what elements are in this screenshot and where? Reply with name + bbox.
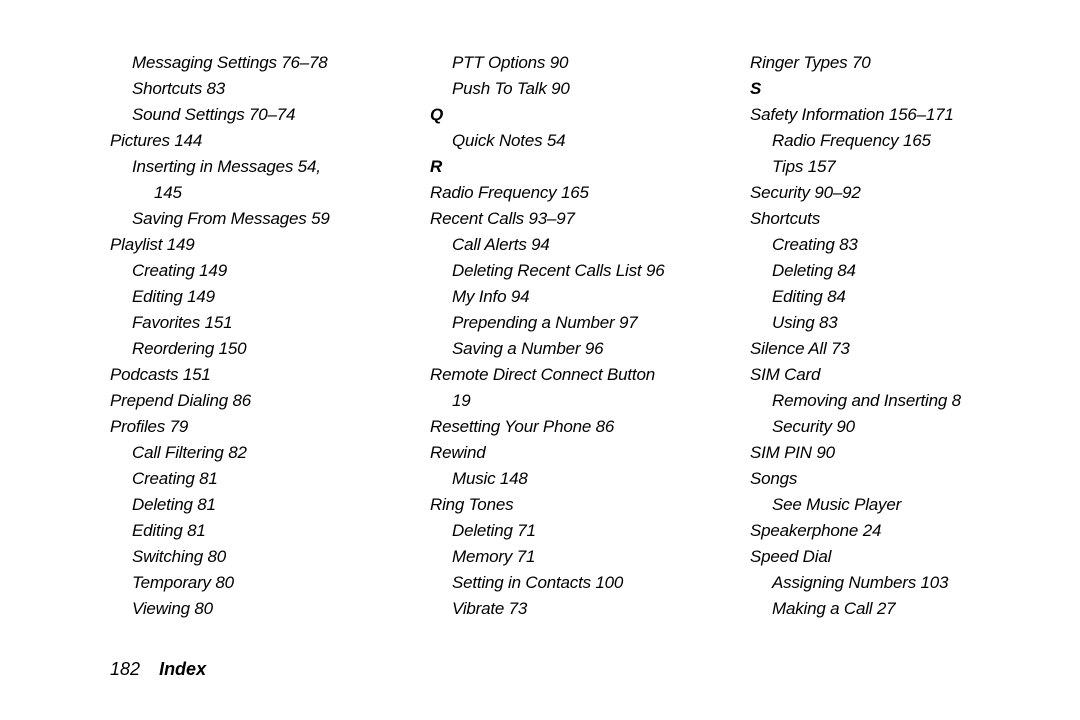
index-entry: Call Filtering 82 bbox=[132, 440, 400, 466]
index-entry: Ringer Types 70 bbox=[750, 50, 1040, 76]
index-entry: Deleting 84 bbox=[772, 258, 1040, 284]
index-entry: Quick Notes 54 bbox=[452, 128, 720, 154]
index-entry: Inserting in Messages 54, bbox=[132, 154, 400, 180]
index-entry: Creating 81 bbox=[132, 466, 400, 492]
index-entry: Sound Settings 70–74 bbox=[132, 102, 400, 128]
index-entry: Editing 81 bbox=[132, 518, 400, 544]
index-entry: Ring Tones bbox=[430, 492, 720, 518]
index-entry: Messaging Settings 76–78 bbox=[132, 50, 400, 76]
index-entry: Radio Frequency 165 bbox=[772, 128, 1040, 154]
index-entry: 19 bbox=[452, 388, 720, 414]
index-entry: Vibrate 73 bbox=[452, 596, 720, 622]
index-entry: Rewind bbox=[430, 440, 720, 466]
index-entry: Switching 80 bbox=[132, 544, 400, 570]
index-entry: Speed Dial bbox=[750, 544, 1040, 570]
index-entry: Editing 84 bbox=[772, 284, 1040, 310]
index-entry: Profiles 79 bbox=[110, 414, 400, 440]
index-entry: Creating 83 bbox=[772, 232, 1040, 258]
index-entry: Push To Talk 90 bbox=[452, 76, 720, 102]
index-entry: Call Alerts 94 bbox=[452, 232, 720, 258]
index-entry: PTT Options 90 bbox=[452, 50, 720, 76]
index-columns: Messaging Settings 76–78Shortcuts 83Soun… bbox=[110, 50, 1040, 622]
index-entry: Creating 149 bbox=[132, 258, 400, 284]
index-entry: Reordering 150 bbox=[132, 336, 400, 362]
index-col-3: Ringer Types 70SSafety Information 156–1… bbox=[750, 50, 1040, 622]
index-entry: Security 90–92 bbox=[750, 180, 1040, 206]
index-entry: Deleting 71 bbox=[452, 518, 720, 544]
page-footer: 182 Index bbox=[110, 659, 206, 680]
index-entry: Deleting Recent Calls List 96 bbox=[452, 258, 720, 284]
index-letter: Q bbox=[430, 102, 720, 128]
index-entry: Tips 157 bbox=[772, 154, 1040, 180]
index-entry: SIM PIN 90 bbox=[750, 440, 1040, 466]
index-entry: Assigning Numbers 103 bbox=[772, 570, 1040, 596]
index-entry: Removing and Inserting 8 bbox=[772, 388, 1040, 414]
index-col-2: PTT Options 90Push To Talk 90QQuick Note… bbox=[430, 50, 720, 622]
index-entry: Memory 71 bbox=[452, 544, 720, 570]
index-entry: See Music Player bbox=[772, 492, 1040, 518]
index-entry: Viewing 80 bbox=[132, 596, 400, 622]
index-entry: Temporary 80 bbox=[132, 570, 400, 596]
index-entry: Radio Frequency 165 bbox=[430, 180, 720, 206]
index-entry: Recent Calls 93–97 bbox=[430, 206, 720, 232]
index-entry: Editing 149 bbox=[132, 284, 400, 310]
index-entry: Prepending a Number 97 bbox=[452, 310, 720, 336]
index-entry: Songs bbox=[750, 466, 1040, 492]
index-entry: Speakerphone 24 bbox=[750, 518, 1040, 544]
index-entry: Security 90 bbox=[772, 414, 1040, 440]
index-entry: 145 bbox=[154, 180, 400, 206]
index-entry: Making a Call 27 bbox=[772, 596, 1040, 622]
index-entry: SIM Card bbox=[750, 362, 1040, 388]
index-entry: Prepend Dialing 86 bbox=[110, 388, 400, 414]
page-number: 182 bbox=[110, 659, 140, 680]
index-letter: R bbox=[430, 154, 720, 180]
index-entry: Shortcuts bbox=[750, 206, 1040, 232]
index-entry: Setting in Contacts 100 bbox=[452, 570, 720, 596]
index-entry: Remote Direct Connect Button bbox=[430, 362, 720, 388]
index-entry: Saving From Messages 59 bbox=[132, 206, 400, 232]
index-page: Messaging Settings 76–78Shortcuts 83Soun… bbox=[0, 0, 1080, 720]
index-entry: Podcasts 151 bbox=[110, 362, 400, 388]
index-entry: Silence All 73 bbox=[750, 336, 1040, 362]
index-entry: Favorites 151 bbox=[132, 310, 400, 336]
index-entry: Pictures 144 bbox=[110, 128, 400, 154]
index-title: Index bbox=[159, 659, 206, 680]
index-entry: My Info 94 bbox=[452, 284, 720, 310]
index-entry: Music 148 bbox=[452, 466, 720, 492]
index-letter: S bbox=[750, 76, 1040, 102]
index-entry: Using 83 bbox=[772, 310, 1040, 336]
index-entry: Shortcuts 83 bbox=[132, 76, 400, 102]
index-entry: Deleting 81 bbox=[132, 492, 400, 518]
index-entry: Safety Information 156–171 bbox=[750, 102, 1040, 128]
index-col-1: Messaging Settings 76–78Shortcuts 83Soun… bbox=[110, 50, 400, 622]
index-entry: Playlist 149 bbox=[110, 232, 400, 258]
index-entry: Resetting Your Phone 86 bbox=[430, 414, 720, 440]
index-entry: Saving a Number 96 bbox=[452, 336, 720, 362]
